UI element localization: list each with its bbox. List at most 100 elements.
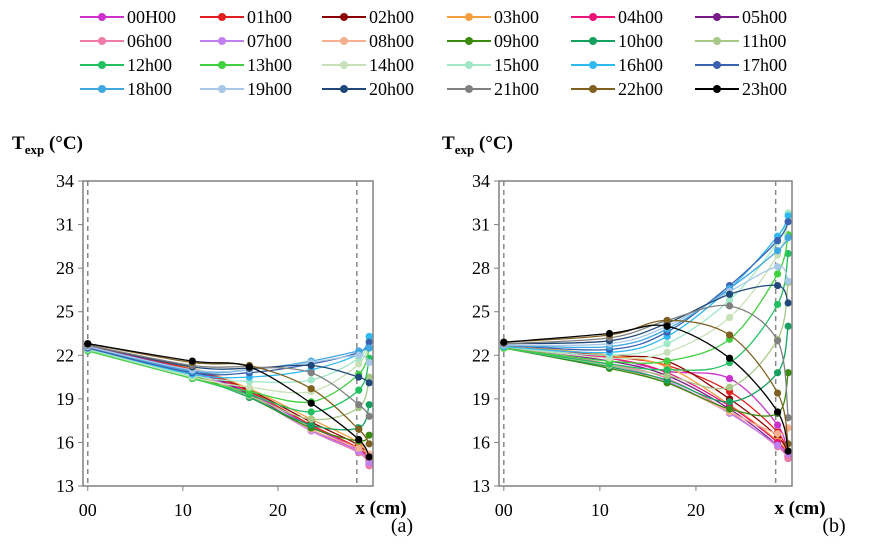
series-line — [87, 347, 370, 464]
legend-item: 18h00 — [80, 78, 172, 100]
data-point — [355, 425, 363, 433]
data-point — [355, 444, 363, 452]
data-point — [365, 338, 373, 346]
data-point — [725, 313, 734, 322]
y-tick-label: 13 — [472, 476, 490, 496]
data-point — [663, 372, 671, 380]
legend-label: 11h00 — [742, 30, 787, 51]
legend-item: 11h00 — [695, 30, 786, 52]
legend-label: 10h00 — [618, 30, 663, 51]
data-point — [365, 401, 373, 409]
legend-item: 15h00 — [447, 54, 539, 76]
plot-frame — [82, 180, 374, 487]
data-point — [725, 302, 734, 310]
legend-item: 10h00 — [571, 30, 663, 52]
legend-swatch — [447, 6, 491, 28]
legend-item: 12h00 — [80, 54, 172, 76]
y-tick-label: 22 — [56, 345, 74, 365]
legend-label: 15h00 — [494, 54, 539, 75]
legend-swatch — [80, 54, 124, 76]
y-tick-label: 34 — [56, 171, 74, 191]
chart-panel-a: Texp (°C) 13 16 19 22 25 28 31 34 00 10 20 x (cm)(a) — [12, 133, 413, 537]
data-point — [365, 358, 373, 367]
y-tick-label: 25 — [56, 302, 74, 322]
data-point — [355, 386, 363, 394]
y-tick-label: 16 — [56, 432, 74, 452]
data-point — [784, 299, 792, 307]
y-tick-label: 22 — [472, 345, 490, 365]
data-point — [725, 331, 734, 339]
y-axis-label-main: T — [12, 133, 25, 154]
y-axis-label: Texp (°C) — [12, 133, 83, 157]
legend-label: 12h00 — [127, 54, 172, 75]
data-point — [725, 398, 734, 406]
legend-swatch — [447, 54, 491, 76]
legend-swatch — [80, 30, 124, 52]
panel-label: (b) — [822, 515, 845, 537]
series-line — [503, 212, 789, 356]
legend-item: 19h00 — [200, 78, 292, 100]
data-point — [773, 369, 782, 377]
y-tick-label: 19 — [56, 389, 74, 409]
data-point — [725, 354, 734, 362]
legend-swatch — [200, 78, 244, 100]
data-point — [663, 316, 671, 325]
legend-item: 01h00 — [200, 6, 292, 28]
data-point — [605, 329, 614, 338]
y-tick-label: 19 — [472, 389, 490, 409]
data-point — [663, 322, 671, 330]
legend-swatch — [322, 78, 366, 100]
y-axis-label-sub: exp — [25, 142, 45, 157]
data-point — [773, 389, 782, 397]
legend-swatch — [200, 54, 244, 76]
y-axis-label-unit: (°C) — [474, 133, 513, 154]
data-point — [784, 218, 792, 226]
data-point — [365, 412, 373, 420]
data-point — [355, 351, 363, 359]
data-point — [365, 379, 373, 387]
legend-swatch — [571, 6, 615, 28]
legend-label: 22h00 — [618, 78, 663, 99]
series-line — [87, 345, 370, 467]
legend-label: 17h00 — [742, 54, 787, 75]
y-axis-label: Texp (°C) — [442, 133, 513, 157]
data-point — [773, 281, 782, 290]
x-tick-label: 20 — [269, 500, 287, 520]
legend-swatch — [571, 30, 615, 52]
legend-label: 13h00 — [247, 54, 292, 75]
data-point — [245, 363, 253, 371]
data-point — [773, 421, 782, 429]
legend-item: 03h00 — [447, 6, 539, 28]
data-point — [355, 435, 363, 444]
y-tick-label: 31 — [56, 215, 74, 235]
data-point — [773, 263, 782, 271]
y-tick-label: 16 — [472, 432, 490, 452]
data-point — [307, 369, 315, 377]
legend-swatch — [200, 6, 244, 28]
legend-label: 04h00 — [618, 6, 663, 27]
legend-swatch — [571, 54, 615, 76]
data-point — [773, 247, 782, 255]
data-point — [307, 408, 315, 416]
legend-item: 04h00 — [571, 6, 663, 28]
panel-label: (a) — [391, 515, 413, 537]
legend-label: 18h00 — [127, 78, 172, 99]
legend-swatch — [80, 6, 124, 28]
data-point — [725, 296, 734, 304]
data-point — [365, 431, 373, 439]
legend-label: 19h00 — [247, 78, 292, 99]
legend-item: 20h00 — [322, 78, 414, 100]
legend-label: 00H00 — [127, 6, 176, 27]
series-line — [87, 345, 370, 467]
data-point — [773, 408, 782, 416]
x-tick-label: 10 — [174, 500, 192, 520]
legend-label: 03h00 — [494, 6, 539, 27]
legend-item: 16h00 — [571, 54, 663, 76]
data-point — [725, 405, 734, 413]
legend-label: 23h00 — [742, 78, 787, 99]
y-tick-label: 34 — [472, 171, 490, 191]
data-point — [663, 340, 671, 348]
data-point — [773, 270, 782, 278]
series-line — [503, 344, 789, 456]
legend-swatch — [322, 54, 366, 76]
